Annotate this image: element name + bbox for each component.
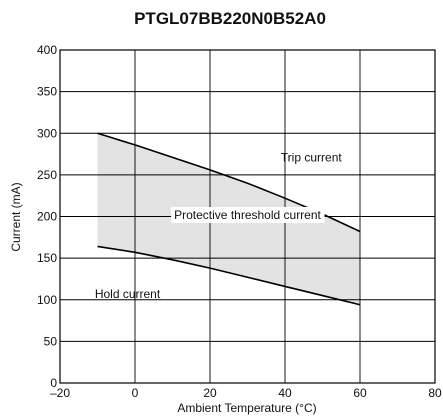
annotation-background — [171, 206, 325, 223]
y-tick-label: 350 — [37, 85, 57, 99]
x-axis-label: Ambient Temperature (°C) — [177, 401, 316, 415]
x-tick-label: 20 — [203, 386, 217, 400]
hold-current-line — [97, 245, 361, 306]
plot-frame — [59, 49, 436, 384]
annotations: Trip current Protective threshold current… — [95, 151, 343, 302]
x-tick-label: 40 — [278, 386, 292, 400]
annotation-text: Protective threshold current — [174, 208, 321, 222]
y-tick-label: 100 — [37, 293, 57, 307]
y-tick-label: 300 — [37, 126, 57, 140]
annotation-text: Trip current — [281, 151, 343, 165]
y-tick-label: 0 — [50, 376, 57, 390]
y-axis-label: Current (mA) — [9, 182, 23, 251]
chart-title: PTGL07BB220N0B52A0 — [134, 9, 326, 28]
x-tick-label: 0 — [132, 386, 139, 400]
annotation-hold-current: Hold current — [95, 287, 161, 301]
annotation-text: Hold current — [95, 287, 161, 301]
x-tick-label: 60 — [353, 386, 367, 400]
x-tick-label: –20 — [50, 386, 70, 400]
x-tick-label: 80 — [428, 386, 442, 400]
annotation-trip-current: Trip current — [281, 151, 343, 165]
y-tick-label: 200 — [37, 210, 57, 224]
annotation-protective-threshold-current: Protective threshold current — [171, 206, 325, 223]
y-tick-label: 50 — [44, 334, 58, 348]
y-tick-label: 150 — [37, 251, 57, 265]
y-tick-label: 400 — [37, 43, 57, 57]
y-tick-label: 250 — [37, 168, 57, 182]
